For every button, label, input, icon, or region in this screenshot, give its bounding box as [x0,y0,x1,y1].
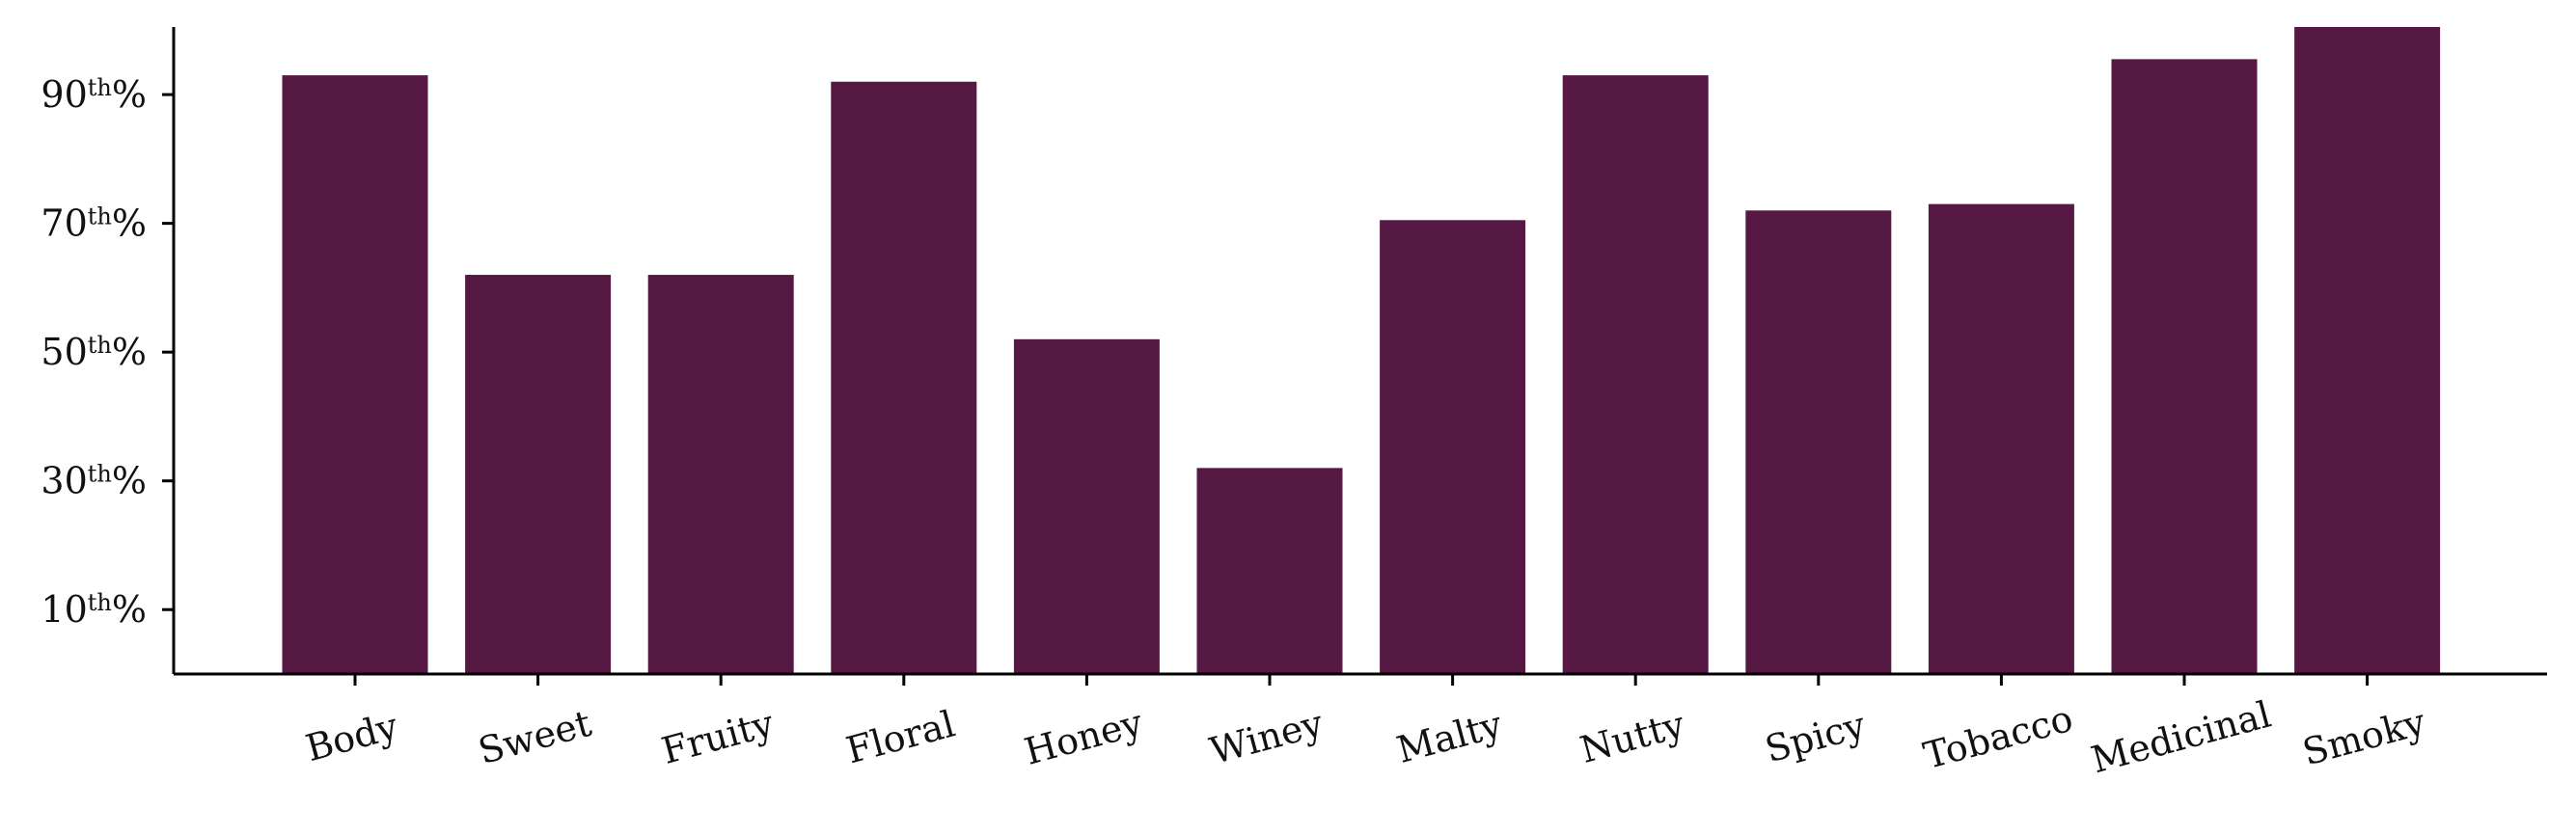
y-tick-suffix: % [112,588,147,631]
x-tick-label: Sweet [474,702,595,772]
y-tick-superscript: th [88,461,112,488]
y-tick-superscript: th [88,203,112,230]
bar-malty [1380,220,1526,674]
y-tick-suffix: % [112,202,147,245]
bar-tobacco [1928,203,2074,674]
bar-sweet [465,275,612,674]
y-tick-suffix: % [112,460,147,502]
x-tick-label: Body [301,705,402,770]
y-tick-number: 10 [41,588,87,631]
y-tick-label: 30th% [41,460,147,502]
bar-smoky [2294,27,2441,674]
bar-honey [1013,338,1160,674]
x-tick-label: Winey [1205,702,1328,772]
y-tick-number: 30 [41,460,87,502]
y-tick-number: 90 [41,73,87,116]
bar-medicinal [2111,59,2258,675]
bar-floral [831,81,977,675]
y-tick-label: 10th% [41,588,147,631]
y-tick-label: 70th% [41,202,147,245]
x-axis-ticks: Body Sweet Fruity Floral Honey Winey Malty Nutt… [301,674,2430,781]
y-tick-number: 50 [41,331,87,373]
y-tick-suffix: % [112,331,147,373]
y-tick-label: 90th% [41,73,147,116]
y-tick-superscript: th [88,332,112,359]
y-tick-suffix: % [112,73,147,116]
x-tick-label: Honey [1020,701,1147,773]
bar-nutty [1562,75,1709,674]
y-tick-number: 70 [41,202,87,245]
bar-body [282,75,428,674]
x-tick-label: Tobacco [1919,697,2077,777]
x-tick-label: Medicinal [2087,693,2275,782]
bar-fruity [647,275,794,674]
y-tick-superscript: th [88,589,112,616]
x-tick-label: Smoky [2298,700,2430,773]
bars-group [282,27,2441,675]
x-tick-label: Floral [842,702,960,771]
x-tick-label: Spicy [1761,703,1871,770]
x-tick-label: Nutty [1576,703,1689,771]
bar-winey [1196,468,1343,674]
y-tick-superscript: th [88,74,112,101]
y-tick-label: 50th% [41,331,147,373]
x-tick-label: Fruity [657,702,779,772]
x-tick-label: Malty [1392,703,1507,771]
bar-spicy [1745,210,1892,675]
y-axis-ticks: 10th%30th%50th%70th%90th% [41,73,174,631]
